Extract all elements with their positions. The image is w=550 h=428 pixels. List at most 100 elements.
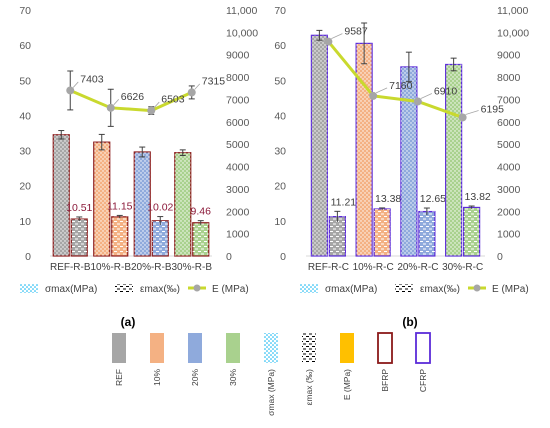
left-axis-tick-label: 20 bbox=[274, 181, 286, 193]
key-label: REF bbox=[114, 369, 124, 386]
epsilon-data-label: 13.38 bbox=[375, 193, 401, 205]
left-axis-tick-label: 40 bbox=[274, 110, 286, 122]
left-axis-tick-label: 30 bbox=[274, 146, 286, 158]
sigma-bar-pattern bbox=[356, 43, 373, 257]
epsilon-data-label: 9.46 bbox=[191, 206, 212, 218]
modulus-point bbox=[324, 37, 333, 46]
sigma-bar-pattern bbox=[53, 134, 70, 256]
right-axis-tick-label: 7000 bbox=[226, 94, 250, 106]
category-label: 30%-R-B bbox=[171, 262, 212, 273]
modulus-data-label: 9587 bbox=[344, 26, 368, 38]
category-label: 10%-R-C bbox=[353, 262, 394, 273]
legend-label-modulus: E (MPa) bbox=[492, 284, 529, 295]
epsilon-data-label: 10.02 bbox=[147, 202, 173, 214]
modulus-label-leader bbox=[375, 87, 388, 94]
panel-label-b: (b) bbox=[402, 315, 417, 329]
modulus-label-leader bbox=[153, 101, 160, 108]
legend-swatch-modulus-marker bbox=[473, 284, 481, 292]
legend-label-sigma: σmax(MPa) bbox=[45, 284, 97, 295]
right-axis-tick-label: 11,000 bbox=[226, 5, 257, 17]
sigma-bar-pattern bbox=[400, 66, 417, 256]
left-axis-tick-label: 30 bbox=[19, 146, 31, 158]
right-axis-tick-label: 4000 bbox=[497, 162, 521, 174]
left-axis-tick-label: 50 bbox=[274, 75, 286, 87]
sigma-bar-pattern bbox=[174, 152, 191, 256]
sigma-bar-pattern bbox=[134, 151, 151, 256]
legend-label-epsilon: εmax(‰) bbox=[140, 284, 180, 295]
chart-panel-a: 0 10 20 30 40 50 60 70 0 1000 2000 3000 4000 5000 6000… bbox=[19, 5, 258, 295]
key-swatch bbox=[112, 333, 126, 363]
legend-swatch-sigma bbox=[20, 284, 38, 293]
right-axis-tick-label: 0 bbox=[226, 251, 232, 263]
epsilon-bar-pattern bbox=[374, 208, 391, 256]
right-axis-tick-label: 8000 bbox=[497, 72, 521, 84]
left-axis-tick-label: 60 bbox=[274, 40, 286, 52]
key-label: E (MPa) bbox=[342, 369, 352, 400]
modulus-line bbox=[327, 40, 464, 119]
left-axis-tick-label: 70 bbox=[19, 5, 31, 17]
epsilon-data-label: 13.82 bbox=[464, 191, 490, 203]
left-axis-tick-label: 0 bbox=[25, 251, 31, 263]
color-key: REF 10% 20% 30% σmax (MPa) εmax (‰) E (MPa) BFR… bbox=[112, 332, 431, 416]
modulus-line bbox=[69, 89, 193, 113]
left-axis-tick-label: 0 bbox=[280, 251, 286, 263]
key-label: εmax (‰) bbox=[304, 369, 314, 406]
right-axis-tick-label: 5000 bbox=[226, 139, 250, 151]
key-label: CFRP bbox=[418, 369, 428, 392]
right-axis-tick-label: 8000 bbox=[226, 72, 250, 84]
panel-label-a: (a) bbox=[121, 315, 136, 329]
modulus-label-leader bbox=[420, 93, 433, 99]
modulus-data-label: 7403 bbox=[80, 73, 104, 85]
key-label: 20% bbox=[190, 369, 200, 386]
modulus-data-label: 6195 bbox=[481, 103, 505, 115]
modulus-label-leader bbox=[465, 110, 479, 115]
modulus-data-label: 6910 bbox=[434, 85, 458, 97]
epsilon-bar-pattern bbox=[463, 207, 480, 256]
modulus-label-leader bbox=[331, 33, 343, 39]
modulus-data-label: 6626 bbox=[121, 91, 145, 103]
modulus-point bbox=[147, 106, 156, 115]
modulus-point bbox=[369, 91, 378, 100]
category-label: 10%-R-B bbox=[90, 262, 131, 273]
right-axis-tick-label: 2000 bbox=[497, 206, 521, 218]
left-axis-tick-label: 70 bbox=[274, 5, 286, 17]
right-axis-tick-label: 7000 bbox=[497, 94, 521, 106]
left-axis-tick-label: 10 bbox=[19, 216, 31, 228]
legend-swatch-sigma bbox=[300, 284, 318, 293]
modulus-data-label: 7160 bbox=[389, 80, 413, 92]
modulus-label-leader bbox=[113, 99, 120, 106]
modulus-data-label: 7315 bbox=[202, 75, 226, 87]
category-label: REF-R-B bbox=[50, 262, 91, 273]
category-label: 30%-R-C bbox=[442, 262, 483, 273]
chart-panel-b: 0 10 20 30 40 50 60 70 0 1000 2000 3000 4000 5000 6000… bbox=[274, 5, 529, 295]
right-axis-tick-label: 9000 bbox=[226, 50, 250, 62]
key-swatch bbox=[150, 333, 164, 363]
sigma-bar-pattern bbox=[311, 35, 328, 256]
sigma-bar-pattern bbox=[93, 142, 110, 256]
legend-label-modulus: E (MPa) bbox=[212, 284, 249, 295]
epsilon-bar-pattern bbox=[71, 219, 88, 256]
key-swatch bbox=[377, 332, 393, 364]
right-axis-tick-label: 1000 bbox=[226, 229, 250, 241]
modulus-point bbox=[413, 97, 422, 106]
epsilon-data-label: 10.51 bbox=[66, 202, 92, 214]
right-axis-tick-label: 1000 bbox=[497, 229, 521, 241]
modulus-label-leader bbox=[194, 83, 201, 90]
right-axis-tick-label: 0 bbox=[497, 251, 503, 263]
epsilon-bar-pattern bbox=[192, 222, 209, 256]
epsilon-data-label: 12.65 bbox=[420, 193, 446, 205]
modulus-point bbox=[66, 86, 75, 95]
right-axis-tick-label: 11,000 bbox=[497, 5, 528, 17]
legend-label-epsilon: εmax(‰) bbox=[420, 284, 460, 295]
right-axis-tick-label: 5000 bbox=[497, 139, 521, 151]
modulus-label-leader bbox=[72, 81, 79, 88]
modulus-data-label: 6503 bbox=[161, 94, 185, 106]
key-swatch bbox=[226, 333, 240, 363]
key-label: 10% bbox=[152, 369, 162, 386]
modulus-point bbox=[187, 88, 196, 97]
key-swatch bbox=[302, 333, 316, 363]
legend-swatch-epsilon bbox=[115, 284, 133, 293]
key-label: BFRP bbox=[380, 369, 390, 392]
epsilon-bar-pattern bbox=[111, 216, 128, 256]
key-swatch bbox=[188, 333, 202, 363]
